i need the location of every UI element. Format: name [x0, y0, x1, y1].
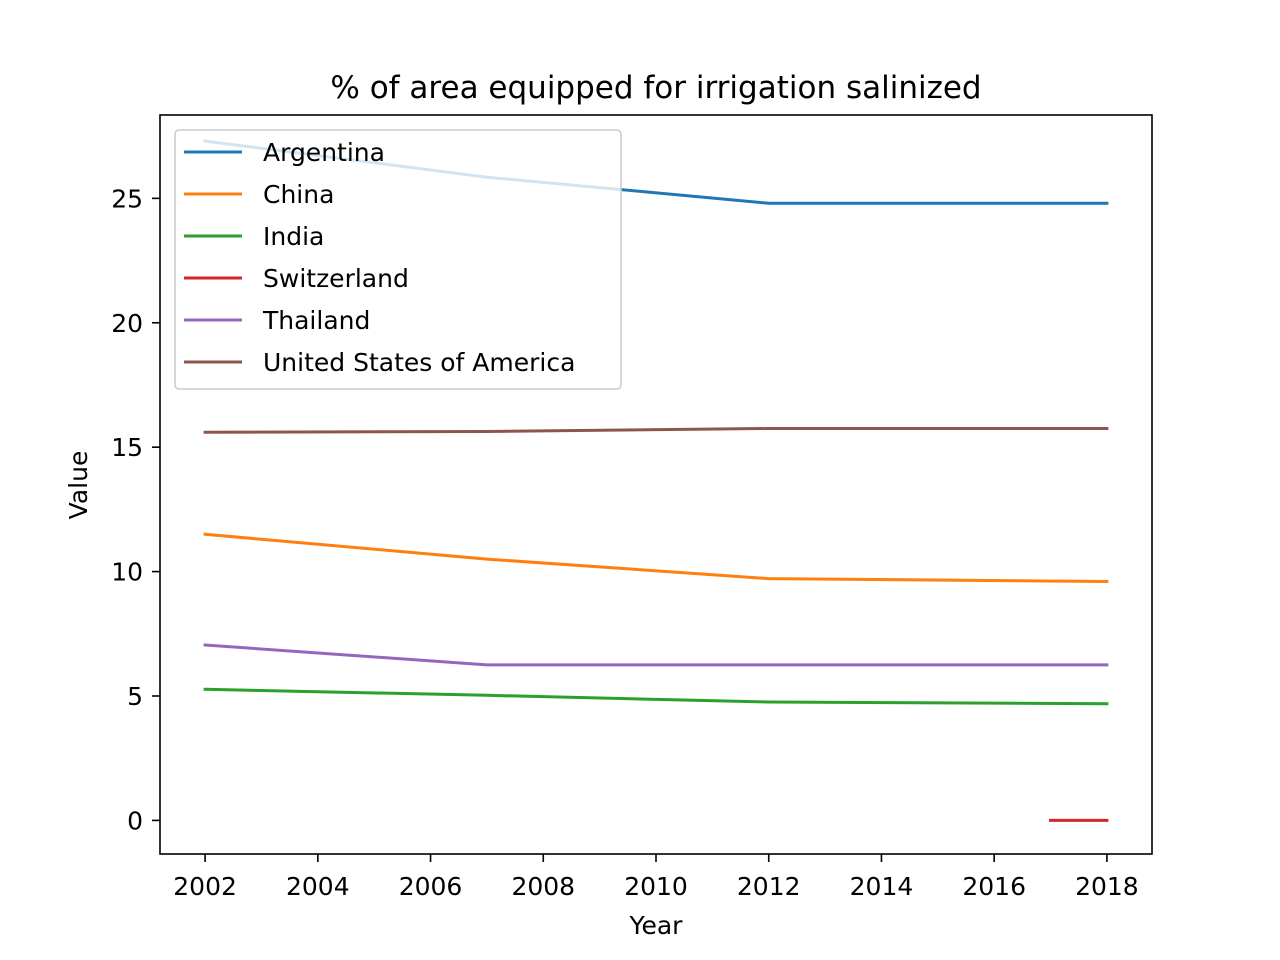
legend-frame — [174, 129, 622, 390]
x-tick-label: 2018 — [1075, 872, 1139, 901]
legend-label-thailand: Thailand — [262, 306, 370, 335]
series-line-china — [203, 532, 1109, 584]
y-axis: 0 5 10 15 20 25 — [111, 184, 160, 835]
y-axis-title: Value — [64, 451, 93, 520]
series-line-india — [203, 687, 1109, 706]
x-tick-label: 2004 — [286, 872, 350, 901]
x-tick-label: 2006 — [399, 872, 463, 901]
legend-label-india: India — [263, 222, 324, 251]
chart-title: % of area equipped for irrigation salini… — [330, 70, 981, 106]
y-tick-label: 10 — [111, 558, 143, 587]
series-line-united-states-of-america — [203, 427, 1109, 434]
legend-label-argentina: Argentina — [263, 138, 385, 167]
series-line-thailand — [203, 643, 1109, 667]
y-tick-label: 20 — [111, 309, 143, 338]
x-tick-label: 2012 — [737, 872, 801, 901]
legend-label-switzerland: Switzerland — [263, 264, 409, 293]
x-tick-label: 2008 — [511, 872, 575, 901]
x-tick-label: 2014 — [850, 872, 914, 901]
x-axis-title: Year — [629, 911, 684, 940]
y-tick-label: 25 — [111, 184, 143, 213]
y-tick-label: 5 — [127, 682, 143, 711]
y-tick-label: 0 — [127, 806, 143, 835]
legend: Argentina China India Switzerland Thailand Un… — [174, 129, 622, 390]
legend-label-china: China — [263, 180, 334, 209]
x-axis: 2002 2004 2006 2008 2010 2012 2014 2016 2018 — [173, 854, 1139, 901]
x-tick-label: 2016 — [962, 872, 1026, 901]
x-tick-label: 2002 — [173, 872, 237, 901]
legend-label-united-states-of-america: United States of America — [263, 348, 575, 377]
x-tick-label: 2010 — [624, 872, 688, 901]
y-tick-label: 15 — [111, 433, 143, 462]
